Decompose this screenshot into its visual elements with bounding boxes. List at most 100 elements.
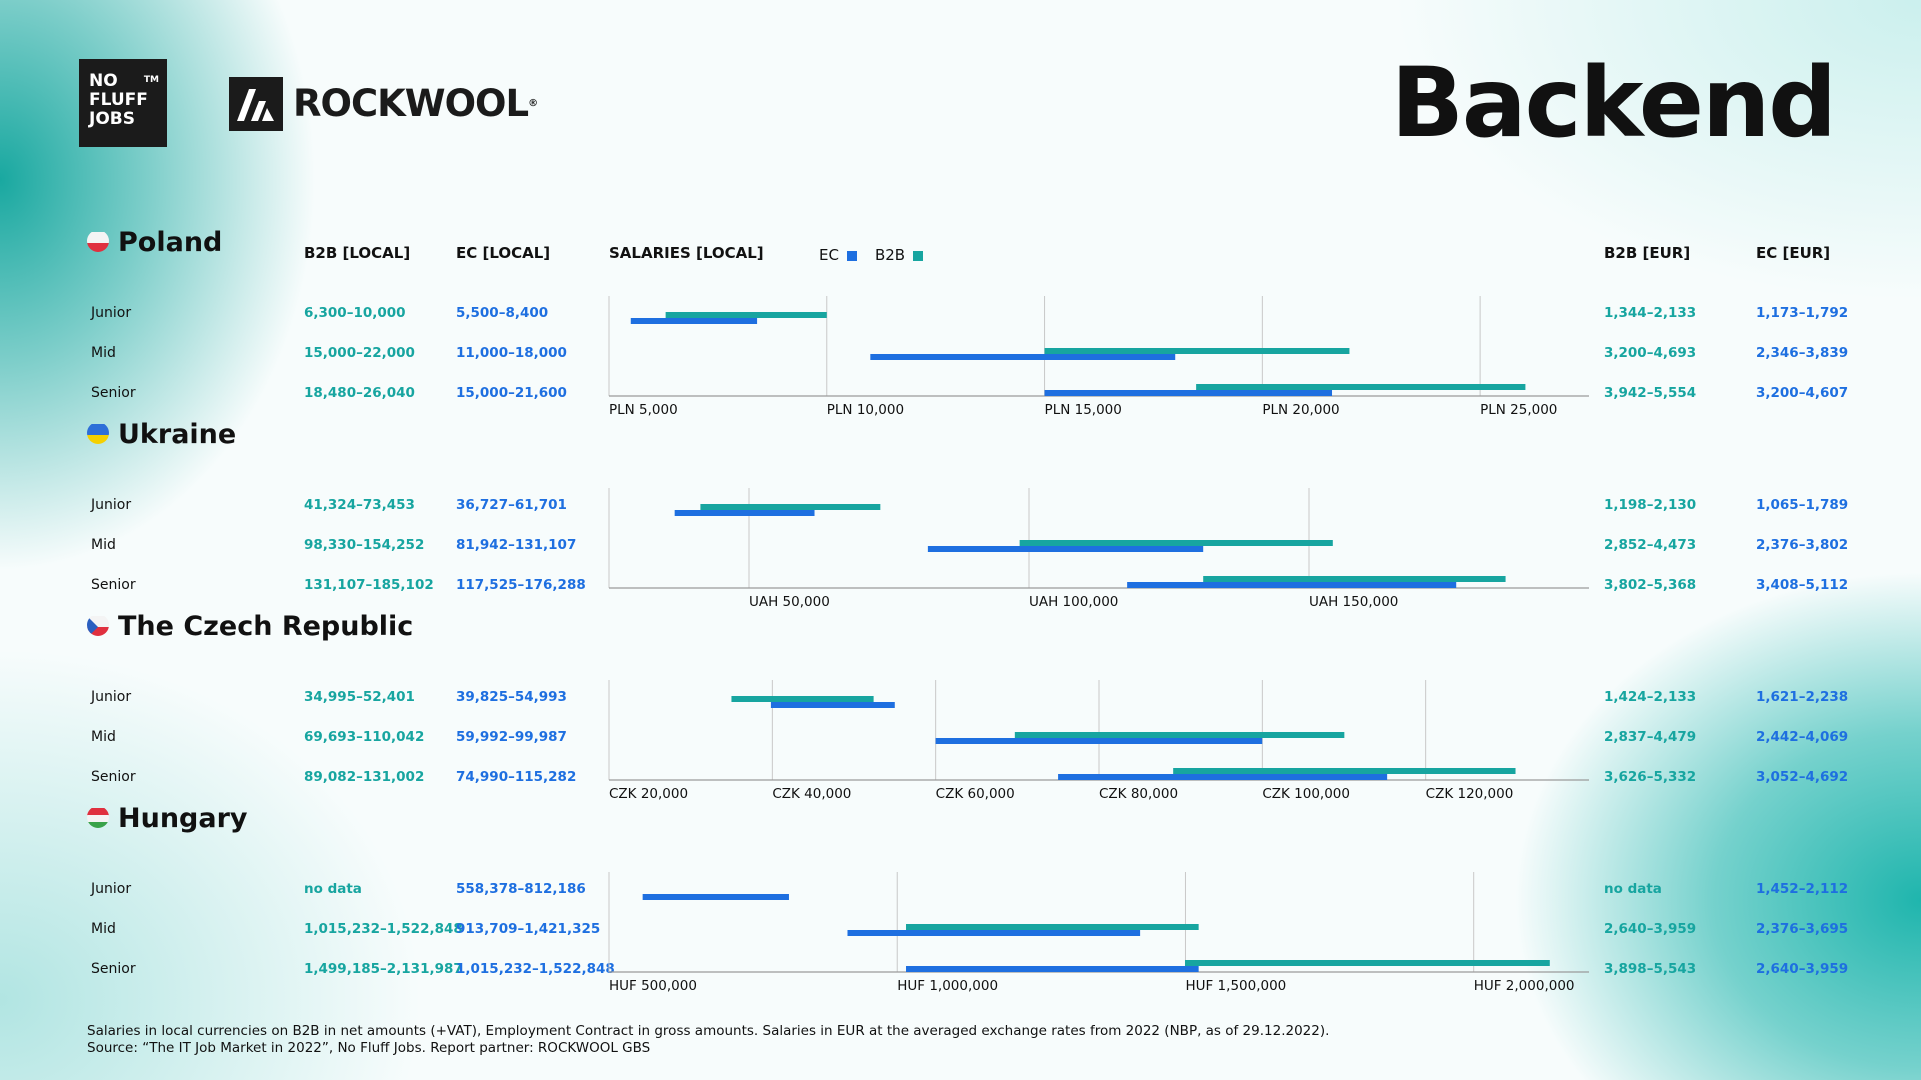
x-tick-label: PLN 25,000 xyxy=(1480,402,1557,418)
legend-b2b-swatch xyxy=(913,250,924,261)
b2b-local-value: 89,082–131,002 xyxy=(304,769,425,785)
czech-flag-icon xyxy=(87,614,109,636)
ec-eur-value: 1,065–1,789 xyxy=(1756,497,1849,513)
b2b-eur-value: 2,852–4,473 xyxy=(1604,537,1697,553)
country-name: Hungary xyxy=(118,803,248,834)
b2b-eur-value: 1,344–2,133 xyxy=(1604,305,1697,321)
x-tick-label: PLN 5,000 xyxy=(609,402,678,418)
no-fluff-jobs-logo: NO FLUFF JOBS TM xyxy=(79,59,167,147)
country-heading-czech-republic: The Czech Republic xyxy=(87,611,413,643)
level-label: Mid xyxy=(91,921,116,937)
level-label: Senior xyxy=(91,961,136,977)
ec-range-bar xyxy=(642,894,789,900)
ec-range-bar xyxy=(1058,774,1388,780)
ec-eur-value: 2,376–3,802 xyxy=(1756,537,1849,553)
legend-ec-swatch xyxy=(846,250,857,261)
x-tick-label: CZK 120,000 xyxy=(1426,786,1514,802)
col-header-salaries-local: SALARIES [LOCAL] xyxy=(609,244,764,262)
rockwool-logo-icon xyxy=(229,77,283,131)
ec-local-value: 1,015,232–1,522,848 xyxy=(456,961,615,977)
ec-local-value: 913,709–1,421,325 xyxy=(456,921,601,937)
b2b-eur-value: 1,198–2,130 xyxy=(1604,497,1697,513)
ukraine-flag-icon xyxy=(87,422,109,444)
ec-eur-value: 2,346–3,839 xyxy=(1756,345,1849,361)
ec-range-bar xyxy=(1044,390,1333,396)
col-header-b2b-local: B2B [LOCAL] xyxy=(304,244,411,262)
ec-eur-value: 3,408–5,112 xyxy=(1756,577,1849,593)
ec-local-value: 11,000–18,000 xyxy=(456,345,567,361)
x-tick-label: HUF 1,000,000 xyxy=(897,978,998,994)
ec-local-value: 5,500–8,400 xyxy=(456,305,549,321)
x-tick-label: UAH 50,000 xyxy=(749,594,830,610)
legend-b2b-label: B2B xyxy=(874,246,906,264)
b2b-local-value: no data xyxy=(304,881,362,897)
ec-local-value: 39,825–54,993 xyxy=(456,689,567,705)
ec-range-bar xyxy=(1127,582,1457,588)
chart-hungary: HUF 500,000 HUF 1,000,000 HUF 1,500,000 HUF… xyxy=(608,872,1589,994)
b2b-range-bar xyxy=(665,312,827,318)
ec-eur-value: 3,200–4,607 xyxy=(1756,385,1849,401)
ec-eur-value: 1,452–2,112 xyxy=(1756,881,1849,897)
country-name: Ukraine xyxy=(118,419,237,450)
level-label: Junior xyxy=(91,497,132,513)
b2b-eur-value: 3,802–5,368 xyxy=(1604,577,1697,593)
ec-local-value: 81,942–131,107 xyxy=(456,537,577,553)
col-header-ec-local: EC [LOCAL] xyxy=(456,244,551,262)
b2b-local-value: 15,000–22,000 xyxy=(304,345,415,361)
level-label: Mid xyxy=(91,345,116,361)
b2b-eur-value: 1,424–2,133 xyxy=(1604,689,1697,705)
b2b-eur-value: 3,898–5,543 xyxy=(1604,961,1697,977)
ec-local-value: 74,990–115,282 xyxy=(456,769,577,785)
b2b-local-value: 6,300–10,000 xyxy=(304,305,406,321)
footnote-line-1: Salaries in local currencies on B2B in n… xyxy=(87,1023,1330,1039)
b2b-eur-value: 3,942–5,554 xyxy=(1604,385,1697,401)
x-tick-label: CZK 60,000 xyxy=(936,786,1015,802)
country-name: Poland xyxy=(118,227,223,258)
b2b-eur-value: no data xyxy=(1604,881,1662,897)
b2b-local-value: 69,693–110,042 xyxy=(304,729,425,745)
chart-poland: PLN 5,000 PLN 10,000 PLN 15,000 PLN 20,000 P… xyxy=(608,296,1589,418)
ec-eur-value: 1,621–2,238 xyxy=(1756,689,1849,705)
ec-range-bar xyxy=(870,354,1176,360)
b2b-range-bar xyxy=(700,504,881,510)
logo-line-3: JOBS xyxy=(89,109,135,129)
x-tick-label: HUF 2,000,000 xyxy=(1474,978,1575,994)
x-tick-label: PLN 20,000 xyxy=(1262,402,1339,418)
b2b-range-bar xyxy=(1044,348,1350,354)
x-tick-label: CZK 100,000 xyxy=(1262,786,1350,802)
chart-legend: EC B2B xyxy=(819,246,941,264)
ec-eur-value: 2,442–4,069 xyxy=(1756,729,1849,745)
x-tick-label: HUF 1,500,000 xyxy=(1185,978,1286,994)
ec-eur-value: 3,052–4,692 xyxy=(1756,769,1849,785)
level-label: Junior xyxy=(91,881,132,897)
page-title: Backend xyxy=(1390,47,1837,159)
ec-range-bar xyxy=(674,510,815,516)
b2b-local-value: 1,015,232–1,522,848 xyxy=(304,921,463,937)
ec-local-value: 36,727–61,701 xyxy=(456,497,567,513)
chart-ukraine: UAH 50,000 UAH 100,000 UAH 150,000 xyxy=(608,488,1589,610)
x-tick-label: CZK 20,000 xyxy=(609,786,688,802)
country-heading-poland: Poland xyxy=(87,227,222,259)
b2b-range-bar xyxy=(731,696,874,702)
x-tick-label: UAH 150,000 xyxy=(1309,594,1398,610)
poland-flag-icon xyxy=(87,230,109,252)
x-tick-label: PLN 15,000 xyxy=(1045,402,1122,418)
b2b-local-value: 18,480–26,040 xyxy=(304,385,415,401)
b2b-range-bar xyxy=(1173,768,1516,774)
b2b-local-value: 41,324–73,453 xyxy=(304,497,415,513)
x-tick-label: CZK 80,000 xyxy=(1099,786,1178,802)
ec-local-value: 59,992–99,987 xyxy=(456,729,567,745)
ec-range-bar xyxy=(770,702,895,708)
level-label: Junior xyxy=(91,689,132,705)
col-header-ec-eur: EC [EUR] xyxy=(1756,244,1831,262)
ec-eur-value: 2,376–3,695 xyxy=(1756,921,1849,937)
b2b-local-value: 34,995–52,401 xyxy=(304,689,415,705)
b2b-range-bar xyxy=(1196,384,1526,390)
x-tick-label: PLN 10,000 xyxy=(827,402,904,418)
b2b-range-bar xyxy=(1014,732,1345,738)
level-label: Mid xyxy=(91,729,116,745)
ec-eur-value: 2,640–3,959 xyxy=(1756,961,1849,977)
ec-range-bar xyxy=(630,318,758,324)
b2b-local-value: 131,107–185,102 xyxy=(304,577,434,593)
hungary-flag-icon xyxy=(87,806,109,828)
